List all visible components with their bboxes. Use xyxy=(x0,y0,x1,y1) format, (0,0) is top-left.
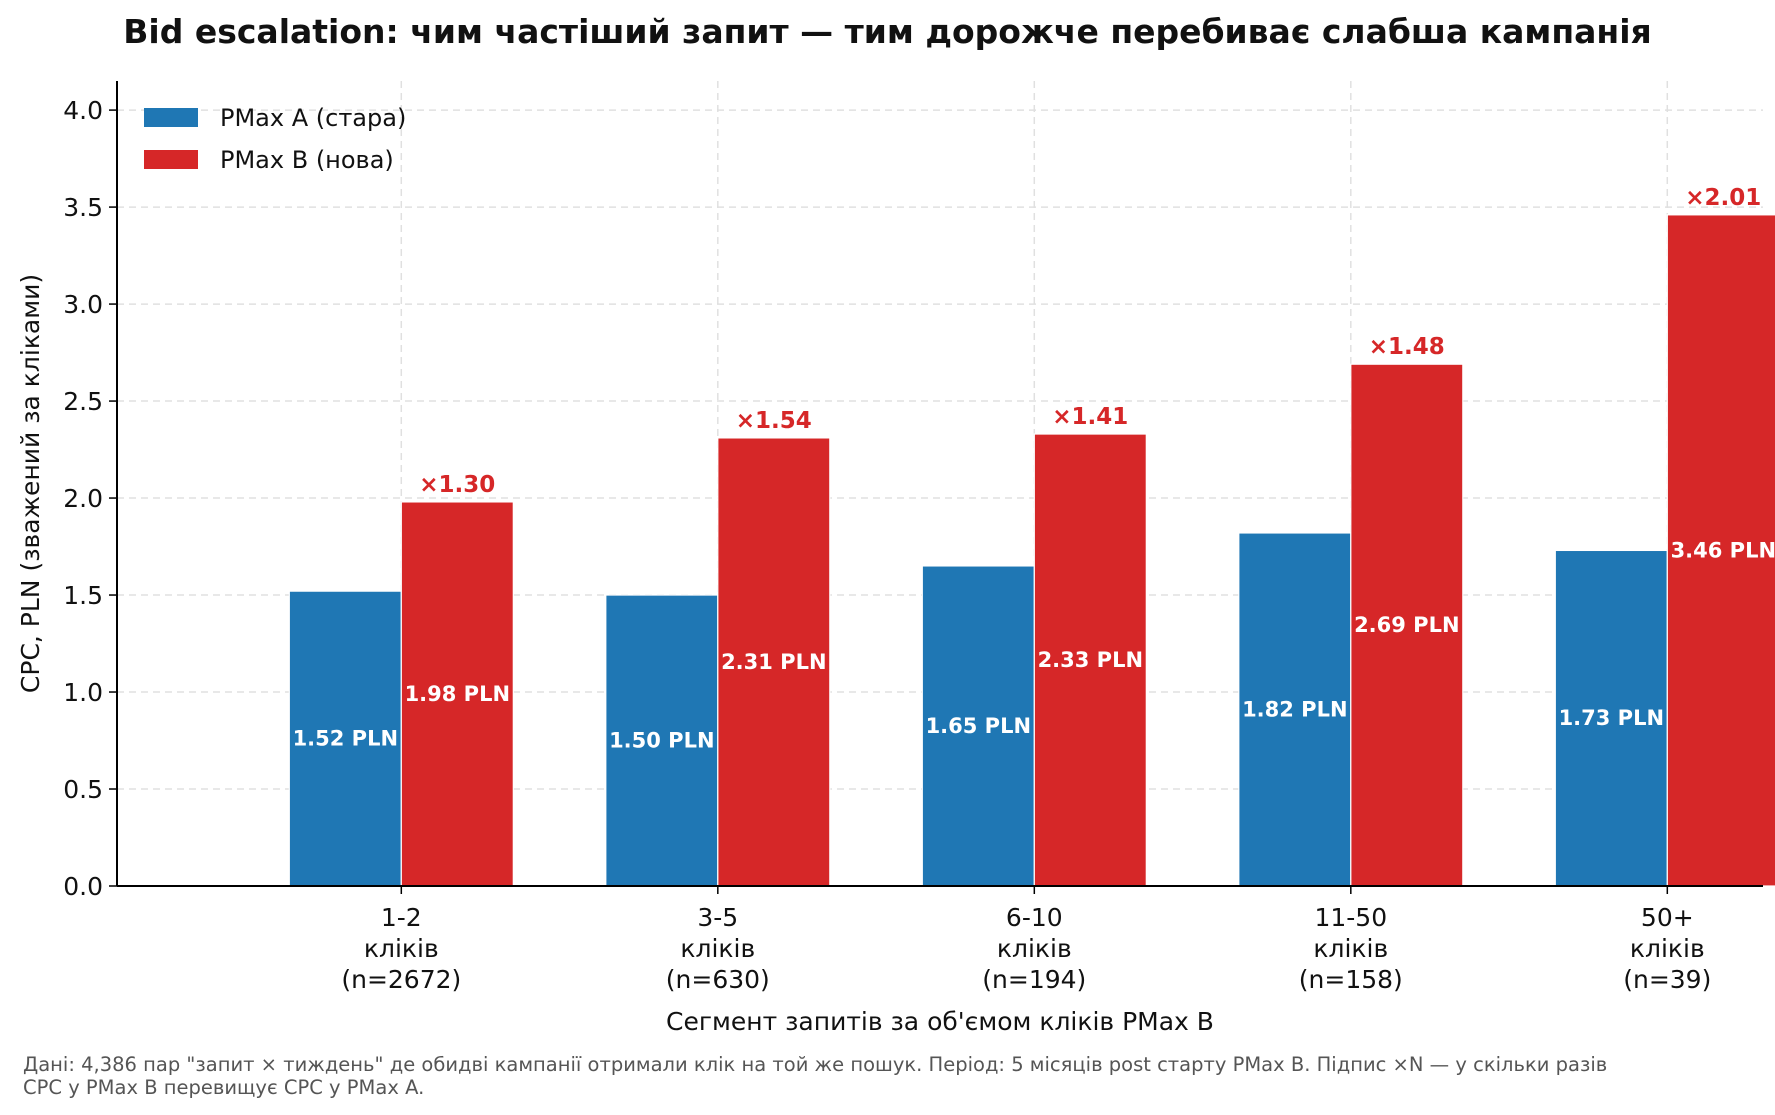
bar-pmax-b xyxy=(1666,214,1775,887)
y-tick-label: 0.5 xyxy=(63,775,103,804)
x-tick-label: (n=2672) xyxy=(341,965,461,994)
bar-value-label: 3.46 PLN xyxy=(1671,538,1775,562)
y-tick-label: 1.0 xyxy=(63,678,103,707)
bar-pmax-a xyxy=(288,590,402,887)
y-tick-label: 3.0 xyxy=(63,290,103,319)
bar-value-label: 1.65 PLN xyxy=(926,714,1031,738)
bar-value-label: 2.69 PLN xyxy=(1354,613,1459,637)
x-tick-label: (n=630) xyxy=(666,965,770,994)
bar-pmax-b xyxy=(400,501,514,887)
y-tick-label: 1.5 xyxy=(63,581,103,610)
y-tick-label: 2.0 xyxy=(63,484,103,513)
y-tick-label: 3.5 xyxy=(63,193,103,222)
bar-value-label: 2.31 PLN xyxy=(721,650,826,674)
x-tick-label: 50+ xyxy=(1641,903,1694,932)
bar-value-label: 1.52 PLN xyxy=(293,727,398,751)
bar-value-label: 1.73 PLN xyxy=(1559,706,1664,730)
x-tick-label: (n=158) xyxy=(1299,965,1403,994)
x-tick-label: 11-50 xyxy=(1314,903,1387,932)
ratio-label: ×1.54 xyxy=(736,408,812,434)
y-tick-label: 4.0 xyxy=(63,96,103,125)
bar-value-label: 1.98 PLN xyxy=(405,682,510,706)
y-tick-label: 0.0 xyxy=(63,872,103,901)
y-axis-label: CPC, PLN (зважений за кліками) xyxy=(16,274,45,693)
bar-chart: 1.52 PLN 1.50 PLN 1.65 PLN 1.82 PLN 1.73 PLN… xyxy=(16,81,1775,1036)
ratio-label: ×1.41 xyxy=(1052,404,1128,430)
x-tick-label: кліків xyxy=(364,934,439,963)
x-tick-label: кліків xyxy=(680,934,755,963)
ratio-label: ×2.01 xyxy=(1685,185,1761,211)
x-axis-label: Сегмент запитів за об'ємом кліків PMax B xyxy=(666,1007,1214,1036)
chart-title: Bid escalation: чим частіший запит — тим… xyxy=(123,12,1652,51)
x-tick-label: 3-5 xyxy=(697,903,738,932)
bar-pmax-a xyxy=(605,594,719,887)
bar-pmax-a xyxy=(1554,549,1668,887)
ratio-label: ×1.48 xyxy=(1369,334,1445,360)
bar-pmax-b xyxy=(1350,363,1464,887)
x-tick-label: кліків xyxy=(997,934,1072,963)
bar-pmax-b xyxy=(717,437,831,887)
legend-label-pmax-b: PMax B (нова) xyxy=(220,146,394,174)
legend-swatch-pmax-b xyxy=(144,150,198,169)
footnote: Дані: 4,386 пар "запит × тиждень" де оби… xyxy=(23,1053,1763,1099)
legend-swatch-pmax-a xyxy=(144,108,198,127)
x-tick-label: 1-2 xyxy=(381,903,422,932)
x-tick-label: кліків xyxy=(1313,934,1388,963)
bar-value-label: 2.33 PLN xyxy=(1038,648,1143,672)
x-tick-label: (n=194) xyxy=(982,965,1086,994)
bar-value-label: 1.82 PLN xyxy=(1242,697,1347,721)
y-tick-label: 2.5 xyxy=(63,387,103,416)
x-tick-label: кліків xyxy=(1630,934,1705,963)
legend-label-pmax-a: PMax A (стара) xyxy=(220,104,406,132)
ratio-label: ×1.30 xyxy=(419,472,495,498)
x-tick-label: 6-10 xyxy=(1006,903,1063,932)
bar-value-label: 1.50 PLN xyxy=(609,729,714,753)
x-tick-label: (n=39) xyxy=(1623,965,1711,994)
footnote-line-1: Дані: 4,386 пар "запит × тиждень" де оби… xyxy=(23,1053,1608,1076)
footnote-line-2: CPC у PMax B перевищує CPC у PMax A. xyxy=(23,1076,425,1099)
